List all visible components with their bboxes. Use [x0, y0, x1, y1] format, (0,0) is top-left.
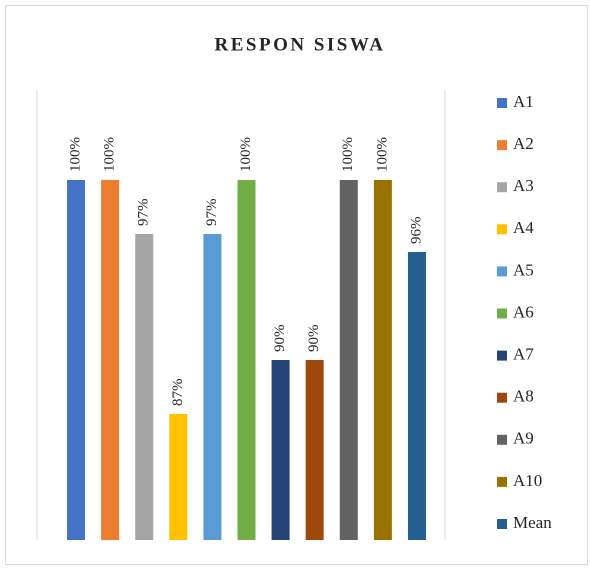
bar: [169, 414, 188, 540]
bar: [203, 234, 222, 540]
legend-swatch: [497, 140, 507, 151]
bar: [237, 180, 256, 540]
legend-swatch: [497, 224, 507, 235]
chart-title: RESPON SISWA: [215, 34, 386, 55]
data-label: 87%: [170, 379, 186, 407]
legend-swatch: [497, 350, 507, 361]
data-label: 97%: [136, 199, 152, 227]
legend-swatch: [497, 519, 507, 529]
legend-swatch: [497, 308, 507, 319]
data-label: 100%: [374, 137, 390, 172]
bar: [339, 180, 358, 540]
legend-label: A9: [513, 429, 534, 448]
legend-label: A3: [513, 176, 534, 195]
bar: [101, 180, 120, 540]
data-label: 96%: [408, 217, 424, 245]
legend-label: A7: [513, 345, 534, 364]
legend-label: A4: [513, 218, 534, 237]
bar: [67, 180, 86, 540]
legend-label: A5: [513, 260, 534, 279]
bar: [271, 360, 290, 540]
legend-label: A10: [513, 471, 542, 490]
legend-swatch: [497, 182, 507, 193]
data-label: 97%: [204, 199, 220, 227]
legend-label: A8: [513, 387, 534, 406]
legend-swatch: [497, 98, 507, 108]
bar: [135, 234, 154, 540]
data-label: 90%: [306, 325, 322, 353]
data-label: 100%: [67, 137, 83, 172]
legend-label: A2: [513, 134, 534, 153]
legend-label: A6: [513, 302, 534, 321]
legend-swatch: [497, 266, 507, 277]
bar: [305, 360, 324, 540]
bar: [407, 252, 426, 540]
data-label: 100%: [340, 137, 356, 172]
legend-label: Mean: [513, 513, 552, 532]
legend-swatch: [497, 476, 507, 487]
data-label: 100%: [238, 137, 254, 172]
legend-swatch: [497, 434, 507, 445]
data-label: 100%: [102, 137, 118, 172]
bar: [373, 180, 392, 540]
data-label: 90%: [272, 325, 288, 353]
legend-label: A1: [513, 92, 534, 111]
legend-swatch: [497, 392, 507, 403]
